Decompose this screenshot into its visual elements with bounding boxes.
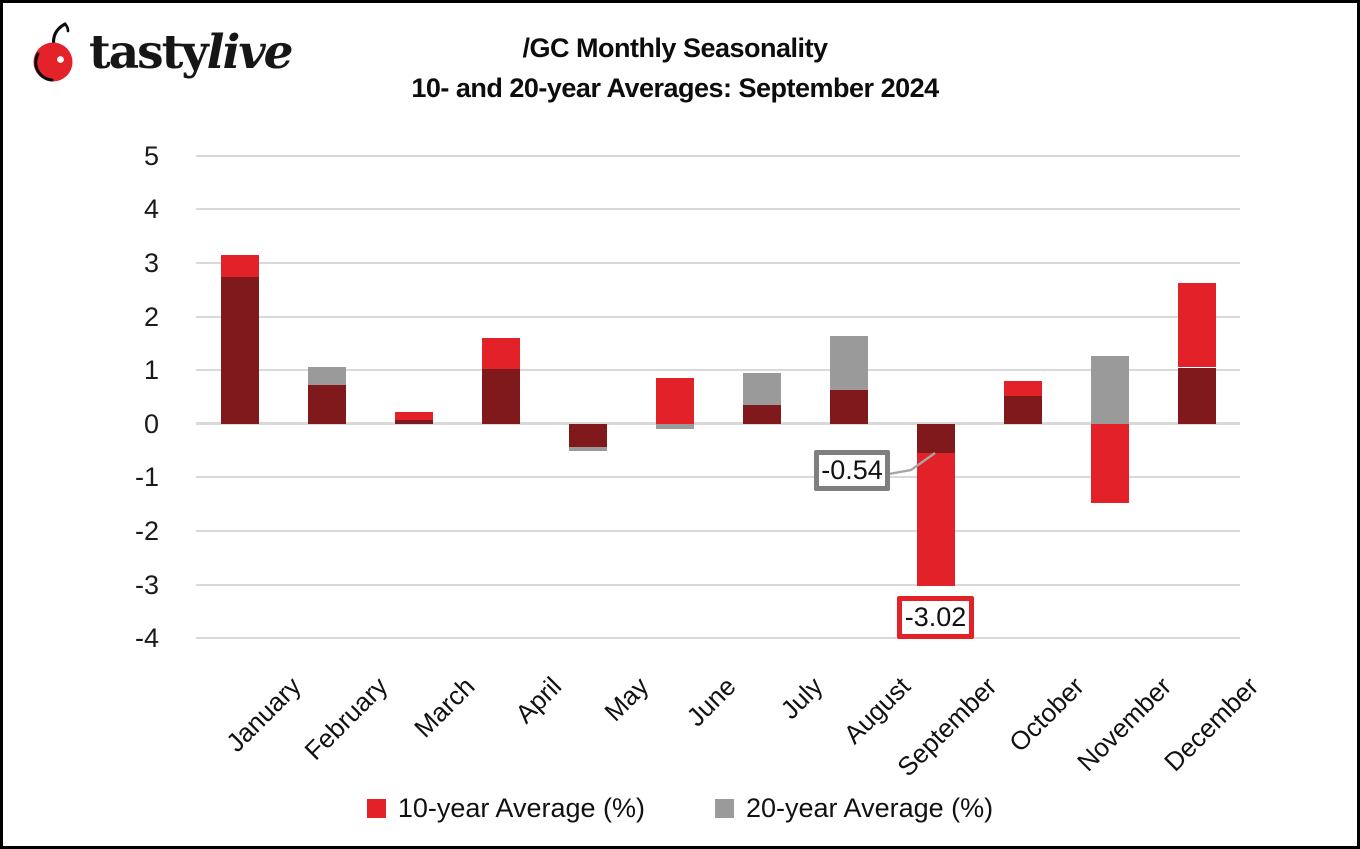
y-axis-tick-0: 0: [143, 408, 159, 439]
bar-september-overlap: [916, 423, 955, 453]
y-axis-tick--3: -3: [134, 569, 159, 600]
cherry-icon: [33, 22, 73, 82]
bar-september-10yr: [916, 452, 955, 586]
y-axis-tick-2: 2: [143, 301, 159, 332]
bar-october-10yr: [1003, 380, 1042, 396]
gridline-y--3: [196, 583, 1240, 586]
y-axis-tick-3: 3: [143, 247, 159, 278]
x-axis-label-may: May: [598, 671, 655, 727]
y-axis-tick-5: 5: [143, 140, 159, 171]
y-axis-tick-4: 4: [143, 194, 159, 225]
gridline-y-5: [196, 154, 1240, 157]
x-axis-label-january: January: [220, 671, 307, 758]
y-axis-tick--2: -2: [134, 516, 159, 546]
legend-label-20yr: 20-year Average (%): [746, 793, 994, 823]
bar-may-20yr: [568, 447, 607, 452]
bar-november-10yr: [1090, 423, 1129, 503]
legend-swatch-20yr-icon: [715, 799, 734, 818]
brand-name-italic: live: [206, 24, 294, 80]
gridline-y-1: [196, 369, 1240, 372]
gridline-y--1: [196, 476, 1240, 479]
bar-june-10yr: [655, 378, 694, 424]
y-axis-tick--1: -1: [134, 462, 159, 493]
x-axis-label-november: November: [1070, 671, 1177, 778]
brand-name-regular: tasty: [89, 24, 209, 80]
bar-august-overlap: [829, 390, 868, 424]
bar-april-10yr: [481, 338, 520, 369]
bar-april-overlap: [481, 368, 520, 424]
callout-10yr-september: -3.02: [897, 596, 974, 639]
callout-20yr-september: -0.54: [814, 450, 890, 491]
gridline-y-3: [196, 261, 1240, 264]
chart-title-line1: /GC Monthly Seasonality: [522, 33, 828, 63]
bar-may-overlap: [568, 423, 607, 448]
chart-title-line2: 10- and 20-year Averages: September 2024: [411, 73, 939, 103]
bar-july-20yr: [742, 373, 781, 405]
gridline-y-2: [196, 315, 1240, 318]
bar-november-20yr: [1090, 355, 1129, 424]
legend-item-10yr: 10-year Average (%): [366, 793, 645, 824]
chart-title: /GC Monthly Seasonality 10- and 20-year …: [3, 33, 1347, 104]
y-axis-tick-1: 1: [143, 355, 159, 386]
legend-swatch-10yr-icon: [366, 799, 386, 818]
bar-january-10yr: [220, 254, 259, 278]
bar-march-10yr: [394, 411, 433, 421]
bar-february-overlap: [307, 385, 346, 424]
bar-october-overlap: [1003, 395, 1042, 424]
gridline-y--4: [196, 637, 1240, 640]
x-axis-label-august: August: [837, 671, 916, 750]
bar-december-10yr: [1177, 282, 1216, 368]
gridline-y-0: [196, 422, 1240, 426]
bar-january-overlap: [220, 277, 259, 424]
x-axis-label-october: October: [1003, 671, 1090, 758]
bar-december-overlap: [1177, 367, 1216, 424]
x-axis-label-december: December: [1157, 671, 1264, 778]
legend: 10-year Average (%) 20-year Average (%): [3, 793, 1357, 824]
x-axis-label-march: March: [408, 671, 481, 744]
brand-logo: tastylive: [27, 21, 294, 83]
bar-february-20yr: [307, 367, 346, 386]
callout-10yr-value: -3.02: [904, 602, 967, 632]
bar-july-overlap: [742, 405, 781, 424]
x-axis-label-july: July: [774, 671, 829, 725]
bar-august-20yr: [829, 336, 868, 390]
x-axis-label-april: April: [509, 671, 568, 729]
brand-name: tastylive: [89, 29, 294, 76]
callout-leader-line: [888, 452, 936, 476]
plot-area: 5 4 3 2 1 0 -1 -2 -3 -4 January February March April M…: [3, 3, 1357, 846]
gridline-y--2: [196, 530, 1240, 532]
x-axis-label-february: February: [298, 671, 394, 766]
legend-item-20yr: 20-year Average (%): [715, 793, 993, 824]
bar-march-overlap: [394, 420, 433, 424]
callout-20yr-value: -0.54: [821, 455, 883, 485]
y-axis-tick--4: -4: [134, 623, 159, 654]
bar-june-20yr: [655, 423, 694, 430]
gridline-y-4: [196, 208, 1240, 211]
x-axis-label-june: June: [680, 671, 742, 733]
legend-label-10yr: 10-year Average (%): [397, 793, 645, 823]
